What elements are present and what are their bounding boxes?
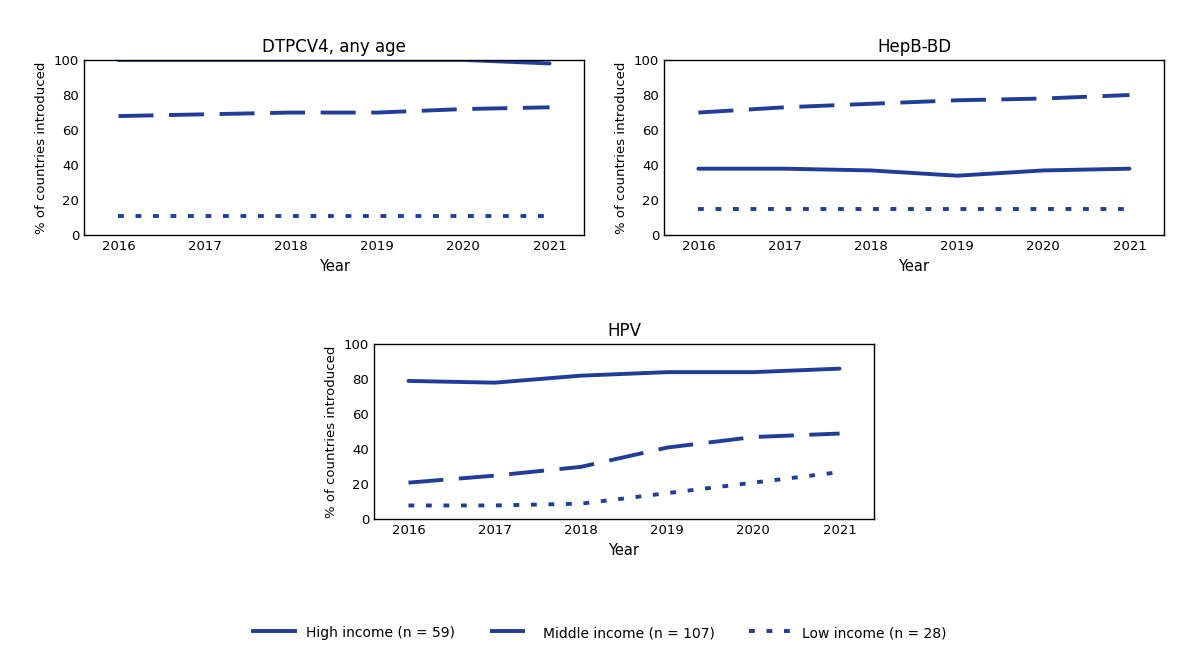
Y-axis label: % of countries introduced: % of countries introduced [35, 61, 48, 234]
Y-axis label: % of countries introduced: % of countries introduced [616, 61, 629, 234]
X-axis label: Year: Year [899, 259, 930, 274]
Title: HepB-BD: HepB-BD [877, 37, 952, 55]
Y-axis label: % of countries introduced: % of countries introduced [325, 346, 338, 518]
X-axis label: Year: Year [608, 543, 640, 558]
Title: DTPCV4, any age: DTPCV4, any age [262, 37, 406, 55]
Title: HPV: HPV [607, 322, 641, 340]
Legend: High income (n = 59), Middle income (n = 107), Low income (n = 28): High income (n = 59), Middle income (n =… [248, 620, 952, 646]
X-axis label: Year: Year [318, 259, 349, 274]
